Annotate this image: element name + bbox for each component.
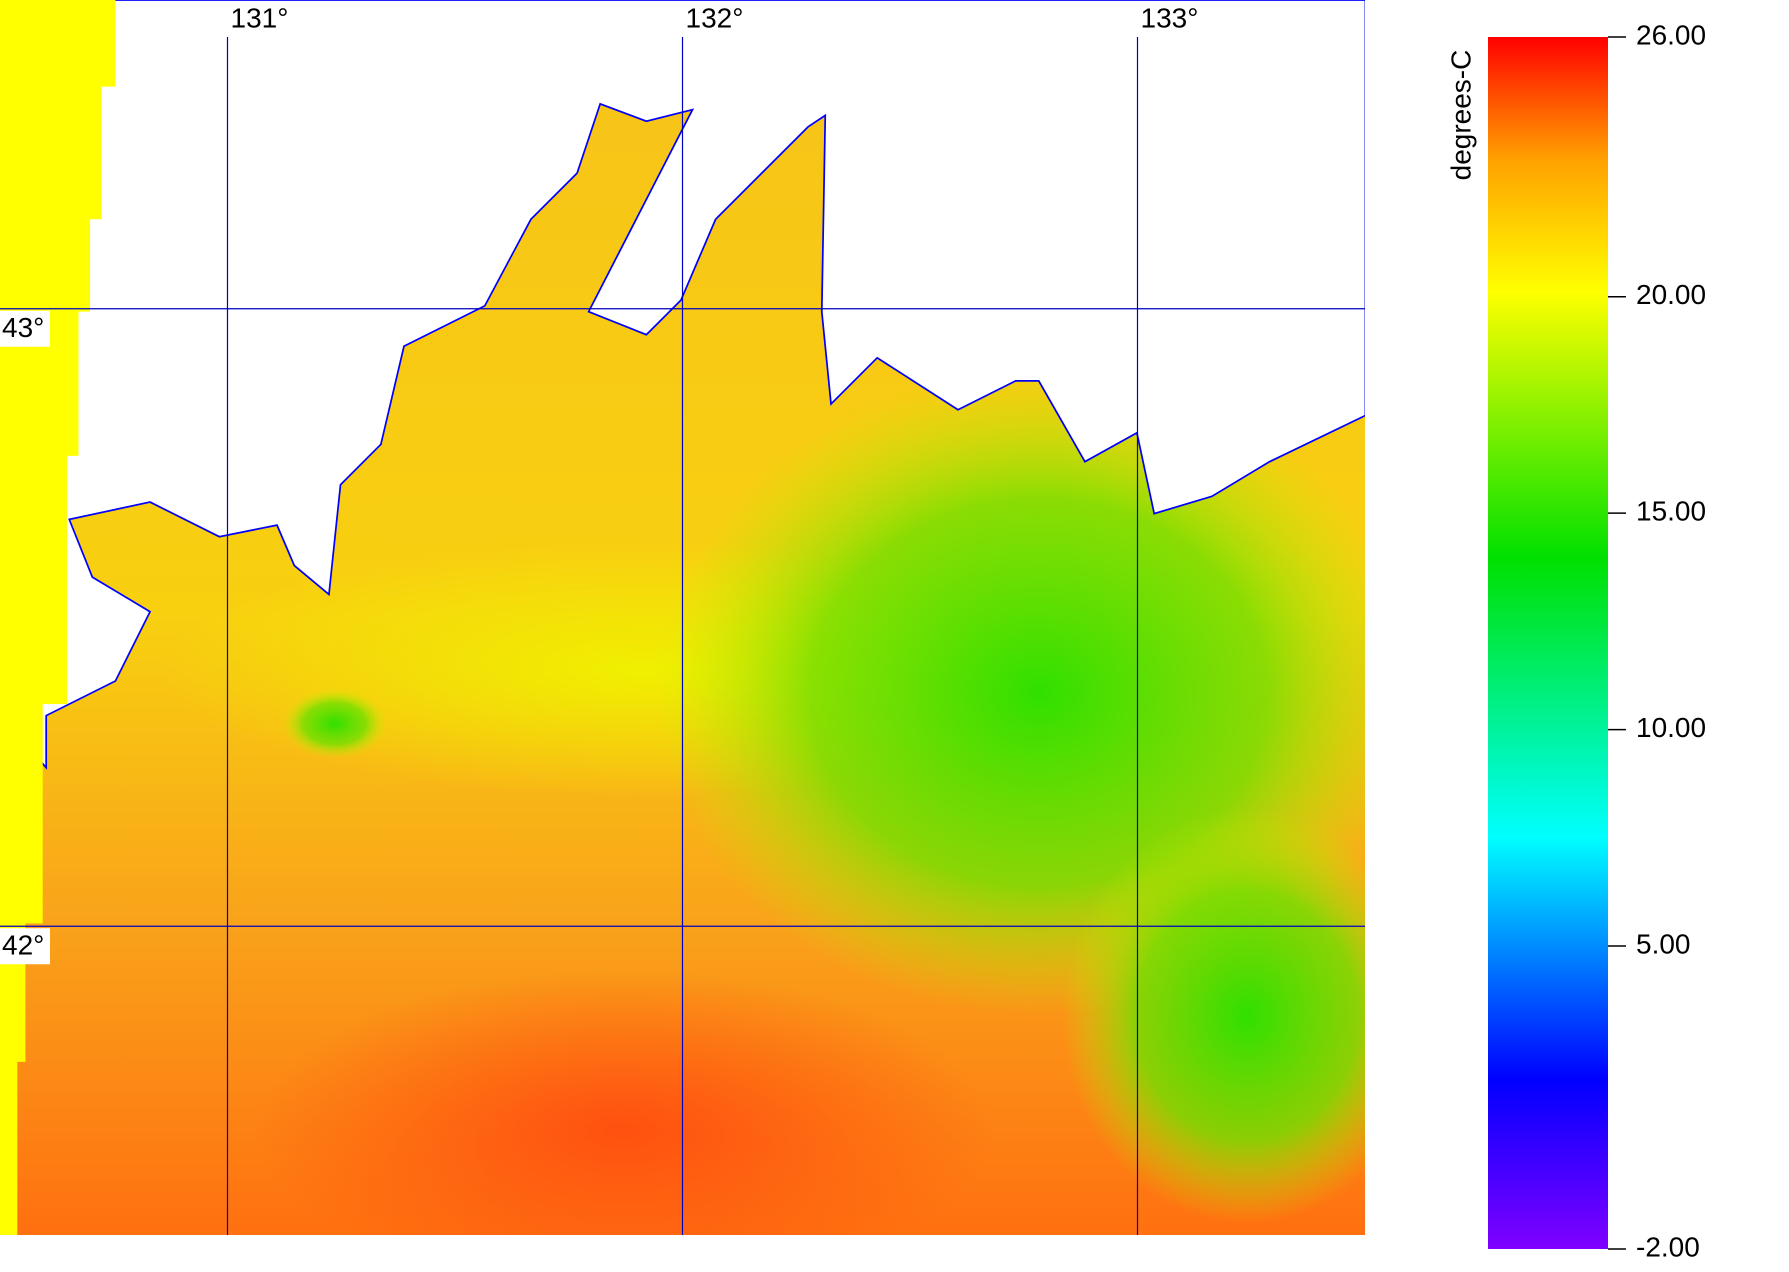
lat-label-bg	[0, 928, 50, 965]
lon-label: 132°	[686, 2, 744, 33]
colorbar-tick-label: -2.00	[1636, 1231, 1700, 1262]
colorbar-tick-label: 20.00	[1636, 279, 1706, 310]
colorbar	[1488, 37, 1608, 1249]
lat-label: 42°	[2, 930, 44, 961]
colorbar-ticks: 26.00 20.00 15.00 10.00 5.00 -2.00	[1608, 19, 1706, 1262]
sst-field	[0, 0, 1365, 1235]
colorbar-tick-label: 26.00	[1636, 19, 1706, 50]
lon-label: 131°	[231, 2, 289, 33]
lat-label: 43°	[2, 312, 44, 343]
colorbar-tick-label: 10.00	[1636, 712, 1706, 743]
colorbar-title: degrees-C	[1445, 50, 1476, 181]
graticule: 131° 132° 133° 43° 42°	[0, 2, 1365, 1235]
colorbar-tick-label: 15.00	[1636, 496, 1706, 527]
lat-label-bg	[0, 310, 50, 347]
land	[0, 0, 1365, 770]
map-area	[0, 0, 1365, 1235]
lon-label: 133°	[1141, 2, 1199, 33]
colorbar-tick-label: 5.00	[1636, 928, 1691, 959]
